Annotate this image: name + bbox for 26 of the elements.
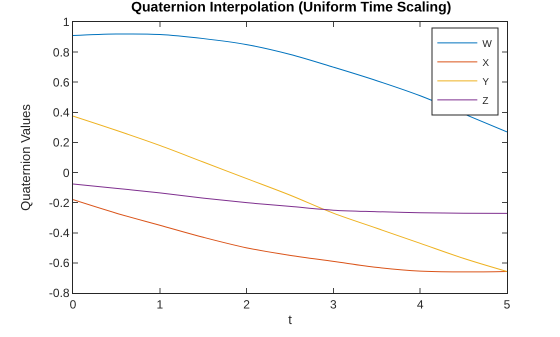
y-tick-label: -0.4 [48, 226, 70, 240]
x-tick-label: 3 [330, 297, 338, 312]
legend-label: Y [482, 76, 490, 88]
line-series [73, 116, 507, 272]
x-tick-label: 5 [504, 297, 511, 312]
y-axis-title: Quaternion Values [18, 104, 33, 211]
y-tick-label: -0.2 [48, 196, 70, 210]
x-tick-label: 4 [416, 297, 424, 312]
legend-label: X [482, 58, 490, 69]
x-tick-label: 2 [243, 297, 250, 312]
y-tick-label: 0.6 [52, 75, 70, 90]
chart-title: Quaternion Interpolation (Uniform Time Scaling) [131, 0, 452, 14]
y-tick-label: 0.4 [52, 106, 70, 120]
y-tick-label: 0.2 [52, 136, 70, 150]
legend-label: Z [482, 96, 488, 107]
y-tick-label: 0.8 [52, 45, 70, 60]
line-series [73, 33, 507, 132]
y-tick-label: 0 [62, 166, 70, 180]
y-tick-label: 1 [62, 15, 70, 30]
x-tick-label: 1 [156, 297, 164, 312]
line-series [73, 199, 507, 272]
y-tick-label: -0.6 [48, 256, 70, 270]
legend-label: W [482, 38, 492, 50]
line-series [73, 184, 507, 214]
x-axis-title: t [288, 312, 292, 327]
y-tick-label: -0.8 [48, 286, 70, 300]
